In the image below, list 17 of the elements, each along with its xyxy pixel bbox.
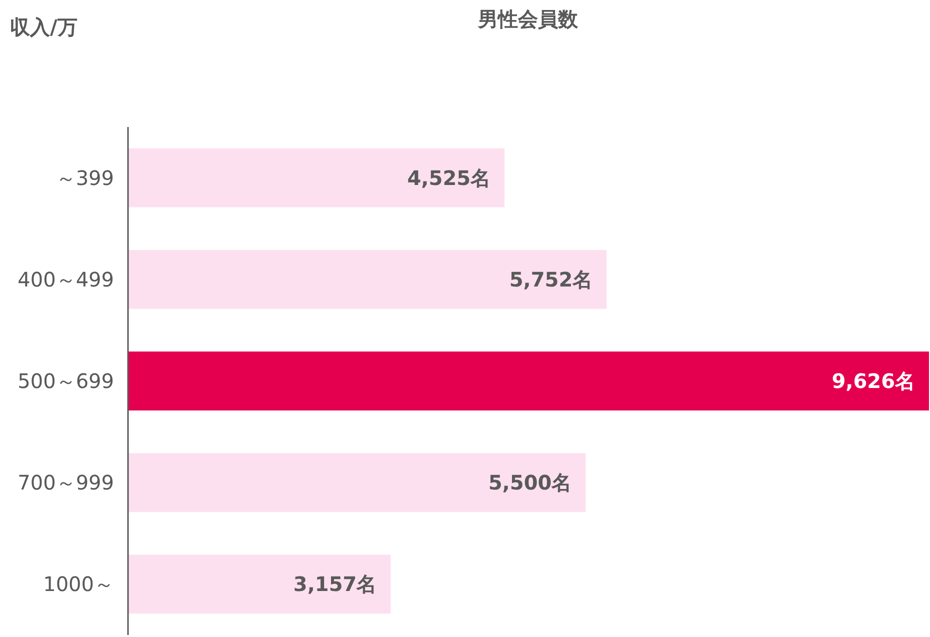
bar (128, 554, 391, 614)
bar (128, 352, 929, 410)
bar (128, 250, 607, 309)
y-tick-label: 400～499 (18, 267, 114, 292)
data-label: 3,157名 (293, 572, 377, 596)
chart-title: 男性会員数 (477, 7, 579, 31)
y-tick-label: 500～699 (18, 369, 114, 393)
data-label: 5,500名 (488, 470, 572, 495)
y-tick-label: 700～999 (18, 470, 114, 495)
data-label: 9,626名 (832, 369, 915, 393)
bar (128, 148, 505, 208)
y-tick-label: ～399 (56, 166, 114, 190)
bar (128, 453, 586, 512)
y-axis-title: 収入/万 (10, 15, 78, 39)
data-label: 4,525名 (407, 166, 491, 190)
data-label: 5,752名 (509, 267, 593, 292)
y-tick-label: 1000～ (43, 572, 114, 596)
